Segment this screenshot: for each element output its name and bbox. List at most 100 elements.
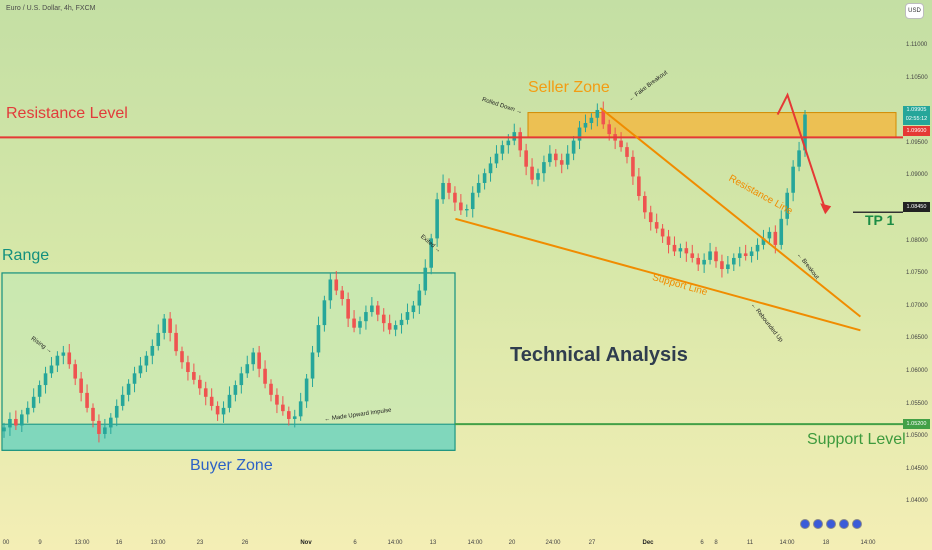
flash-icon[interactable] bbox=[800, 519, 810, 529]
candle-body bbox=[530, 166, 534, 180]
candle-body bbox=[352, 318, 356, 328]
candle-body bbox=[488, 163, 493, 174]
candle-body bbox=[364, 312, 368, 322]
candle-body bbox=[803, 114, 807, 151]
candle-body bbox=[797, 150, 801, 167]
candle-body bbox=[292, 416, 297, 419]
candle-body bbox=[67, 352, 72, 365]
candle-body bbox=[340, 290, 344, 300]
candle-body bbox=[542, 162, 546, 174]
candle-body bbox=[447, 182, 451, 193]
buyer-zone-box bbox=[1, 423, 456, 451]
candle-body bbox=[281, 404, 285, 412]
candle-body bbox=[120, 394, 125, 406]
support-price-tag: 1.05200 bbox=[903, 419, 930, 429]
candle-body bbox=[269, 383, 273, 395]
seller-zone-label: Seller Zone bbox=[528, 79, 610, 96]
candle-body bbox=[156, 332, 161, 346]
candle-body bbox=[31, 396, 36, 408]
candle-body bbox=[55, 355, 60, 366]
candle-body bbox=[399, 319, 404, 326]
candle-body bbox=[298, 401, 303, 417]
event-icon[interactable] bbox=[813, 519, 823, 529]
candle-body bbox=[637, 176, 641, 197]
buyer-zone-label: Buyer Zone bbox=[190, 457, 273, 474]
seller-zone-box bbox=[527, 112, 897, 138]
resistance-level-label: Resistance Level bbox=[6, 105, 128, 122]
candle-body bbox=[192, 372, 196, 380]
candle-body bbox=[162, 318, 166, 333]
candle-body bbox=[453, 192, 457, 203]
candle-body bbox=[737, 253, 742, 258]
flag-icon[interactable] bbox=[839, 519, 849, 529]
candle-body bbox=[625, 147, 629, 157]
candle-body bbox=[239, 373, 244, 386]
candle-body bbox=[500, 145, 505, 154]
candle-body bbox=[773, 231, 778, 245]
candle-body bbox=[370, 305, 374, 313]
candle-body bbox=[221, 407, 226, 415]
candle-body bbox=[245, 364, 250, 374]
candle-body bbox=[785, 192, 789, 219]
range-label: Range bbox=[2, 247, 50, 264]
candle-body bbox=[358, 321, 362, 328]
candle-body bbox=[304, 378, 309, 402]
candle-body bbox=[310, 352, 315, 379]
candle-body bbox=[714, 251, 718, 262]
candle-body bbox=[180, 351, 184, 363]
candle-body bbox=[73, 364, 77, 379]
support-level-label: Support Level bbox=[807, 431, 906, 448]
candle-body bbox=[678, 248, 683, 252]
candle-body bbox=[316, 325, 321, 353]
candle-body bbox=[524, 150, 528, 167]
candle-body bbox=[690, 253, 695, 258]
arrows-layer bbox=[776, 92, 832, 215]
candle-body bbox=[506, 140, 511, 146]
projection-path bbox=[776, 92, 828, 213]
candle-body bbox=[376, 305, 380, 315]
candle-body bbox=[589, 117, 594, 123]
event-icon[interactable] bbox=[826, 519, 836, 529]
candle-body bbox=[233, 385, 238, 395]
candle-body bbox=[61, 352, 66, 356]
resistance-trendline bbox=[599, 107, 862, 318]
candle-body bbox=[565, 153, 570, 165]
technical-analysis-title: Technical Analysis bbox=[510, 344, 688, 366]
candle-body bbox=[607, 124, 611, 135]
candle-body bbox=[322, 300, 327, 326]
candle-body bbox=[215, 405, 220, 415]
candle-body bbox=[702, 259, 706, 265]
candle-body bbox=[559, 160, 564, 165]
event-icon[interactable] bbox=[852, 519, 862, 529]
candle-body bbox=[387, 323, 392, 330]
candle-body bbox=[648, 212, 653, 223]
candle-body bbox=[660, 228, 665, 237]
candle-body bbox=[203, 388, 208, 397]
candle-body bbox=[732, 257, 736, 265]
candle-body bbox=[25, 407, 30, 415]
candle-body bbox=[263, 368, 267, 384]
candle-body bbox=[643, 196, 647, 213]
candle-body bbox=[328, 279, 333, 301]
candle-body bbox=[186, 362, 190, 373]
candle-body bbox=[441, 182, 445, 200]
candle-body bbox=[417, 290, 422, 306]
candle-body bbox=[749, 251, 754, 256]
candle-body bbox=[518, 132, 522, 151]
candle-body bbox=[619, 140, 623, 148]
candle-body bbox=[435, 199, 439, 239]
tp-price-tag: 1.08450 bbox=[903, 202, 930, 212]
candle-body bbox=[198, 379, 202, 389]
candle-body bbox=[257, 352, 261, 369]
candle-body bbox=[470, 192, 475, 210]
candle-body bbox=[459, 202, 463, 211]
candle-body bbox=[393, 325, 398, 330]
zones-layer bbox=[1, 112, 897, 451]
candle-body bbox=[755, 244, 760, 252]
candle-body bbox=[536, 173, 540, 180]
currency-button[interactable]: USD bbox=[905, 3, 924, 19]
candle-body bbox=[144, 355, 149, 366]
candle-body bbox=[666, 236, 671, 245]
range-box bbox=[1, 272, 456, 451]
